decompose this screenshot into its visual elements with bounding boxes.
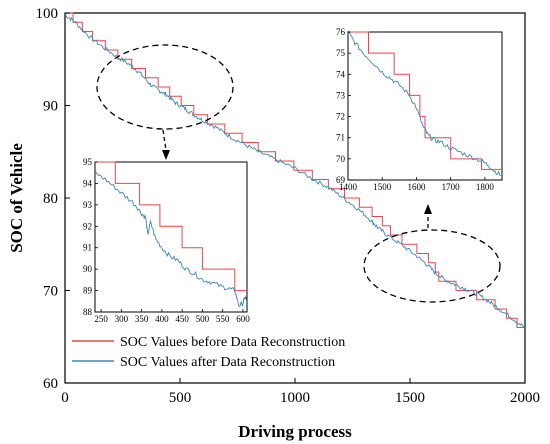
legend-label-after: SOC Values after Data Reconstruction [120,355,335,370]
inset-x-tick-label: 450 [175,314,189,324]
inset-y-tick-label: 72 [336,112,345,122]
inset-y-tick-label: 75 [336,48,346,58]
inset-x-tick-label: 250 [94,314,108,324]
inset-y-tick-label: 91 [83,243,92,253]
inset-y-tick-label: 95 [83,157,93,167]
y-axis-title: SOC of Vehicle [7,143,26,253]
x-tick-label: 0 [61,390,69,406]
x-axis-title: Driving process [238,422,352,441]
inset-y-tick-label: 76 [336,27,346,37]
x-tick-label: 2000 [510,390,540,406]
inset-x-tick-label: 1500 [373,182,392,192]
x-tick-label: 1500 [395,390,425,406]
inset-x-tick-label: 1700 [442,182,461,192]
main-series [64,12,526,328]
main-ticks: 0 500 1000 1500 2000 60 70 80 90 100 [36,6,541,406]
inset-x-tick-label: 550 [216,314,230,324]
y-tick-label: 60 [43,376,58,392]
inset-frame [94,161,248,313]
zoom-arrow-right [424,204,432,228]
inset-x-tick-label: 1600 [407,182,426,192]
inset-y-tick-label: 90 [83,264,93,274]
y-tick-label: 80 [43,191,58,207]
inset-series-before [95,161,247,292]
x-tick-label: 1000 [280,390,310,406]
inset-y-tick-label: 89 [83,286,93,296]
y-tick-label: 100 [36,6,59,22]
inset-series-after [347,30,503,177]
inset-y-tick-label: 94 [83,178,93,188]
inset-x-tick-label: 400 [155,314,169,324]
inset-zoom-1400-1850: 1400 1500 1600 1700 1800 69 70 71 72 73 74 75 76 [336,27,503,192]
inset-x-tick-label: 600 [236,314,250,324]
inset-x-tick-label: 1400 [339,182,358,192]
legend: SOC Values before Data Reconstruction SO… [72,335,345,370]
inset-frame [347,31,503,181]
series-after-line [64,14,526,328]
inset-y-tick-label: 69 [336,175,346,185]
legend-label-before: SOC Values before Data Reconstruction [120,335,345,350]
inset-x-tick-label: 1800 [476,182,495,192]
zoom-ellipse-left [96,44,234,130]
zoom-ellipse-right [363,229,501,303]
y-tick-label: 70 [43,284,58,300]
inset-y-tick-label: 73 [336,90,346,100]
inset-x-tick-label: 500 [196,314,210,324]
y-tick-label: 90 [43,99,58,115]
inset-x-tick-label: 300 [115,314,129,324]
inset-y-tick-label: 88 [83,307,93,317]
zoom-arrow-left [162,129,170,160]
inset-series-before [348,31,502,170]
inset-x-tick-label: 350 [135,314,149,324]
inset-y-tick-label: 92 [83,221,92,231]
inset-y-tick-label: 93 [83,200,93,210]
x-tick-label: 500 [169,390,192,406]
inset-series-after [94,170,248,307]
inset-y-tick-label: 70 [336,154,346,164]
inset-zoom-250-600: 250 300 350 400 450 500 550 600 88 89 90 91 92 93 94 95 [83,157,250,324]
inset-y-tick-label: 71 [336,133,345,143]
inset-y-tick-label: 74 [336,69,346,79]
